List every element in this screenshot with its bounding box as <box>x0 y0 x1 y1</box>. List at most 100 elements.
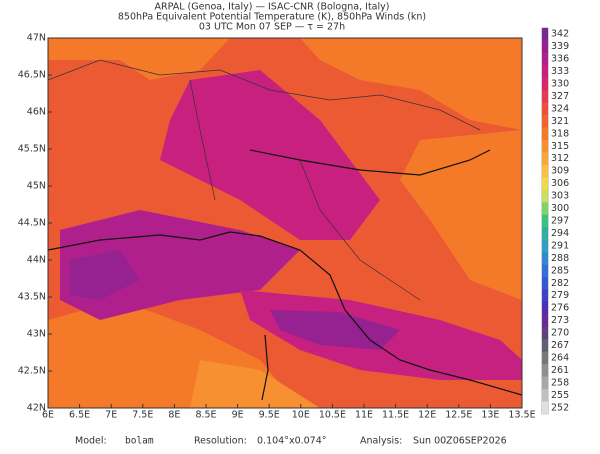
colorbar-label: 264 <box>551 352 569 363</box>
colorbar-swatch <box>542 252 548 265</box>
colorbar-label: 327 <box>551 91 569 102</box>
colorbar-label: 261 <box>551 365 569 376</box>
colorbar-label: 312 <box>551 153 569 164</box>
title-line: ARPAL (Genoa, Italy) — ISAC-CNR (Bologna… <box>155 2 390 13</box>
colorbar-label: 279 <box>551 290 569 301</box>
colorbar-swatch <box>542 214 548 228</box>
colorbar-label: 285 <box>551 265 569 276</box>
colorbar-swatch <box>542 326 548 340</box>
colorbar-swatch <box>542 289 548 303</box>
colorbar-swatch <box>542 239 548 253</box>
colorbar-label: 333 <box>551 66 569 77</box>
lon-label: 13.5E <box>508 410 535 421</box>
colorbar-swatch <box>542 314 548 328</box>
colorbar-swatch <box>542 189 548 203</box>
lon-label: 11.5E <box>382 410 409 421</box>
lat-label: 47N <box>27 33 46 44</box>
footer-label: Model: <box>75 436 107 447</box>
lat-label: 46N <box>27 107 46 118</box>
lon-label: 6.5E <box>69 410 90 421</box>
colorbar-swatch <box>542 376 548 390</box>
colorbar-swatch <box>542 389 548 402</box>
colorbar-label: 315 <box>551 141 569 152</box>
colorbar-label: 306 <box>551 178 569 189</box>
lon-label: 12E <box>418 410 436 421</box>
lat-label: 45.5N <box>18 144 46 155</box>
colorbar-label: 339 <box>551 41 569 52</box>
colorbar-swatch <box>542 164 548 178</box>
colorbar-swatch <box>542 227 548 240</box>
lon-label: 6E <box>42 410 54 421</box>
colorbar-label: 324 <box>551 103 569 114</box>
map <box>47 37 523 409</box>
colorbar-swatch <box>542 264 548 278</box>
colorbar-swatch <box>542 52 548 66</box>
lon-label: 7.5E <box>132 410 153 421</box>
lat-label: 46.5N <box>18 70 46 81</box>
colorbar-label: 300 <box>551 203 569 214</box>
colorbar-label: 297 <box>551 216 569 227</box>
colorbar-swatch <box>542 364 548 377</box>
footer-value: Sun 00Z06SEP2026 <box>413 436 507 447</box>
colorbar-swatch <box>542 65 548 79</box>
colorbar-label: 270 <box>551 328 569 339</box>
lat-label: 43.5N <box>18 292 46 303</box>
colorbar-swatch <box>542 152 548 166</box>
colorbar-swatch <box>542 115 548 128</box>
lat-label: 44.5N <box>18 218 46 229</box>
lon-label: 7E <box>105 410 117 421</box>
footer-value: bolam <box>125 436 154 447</box>
colorbar-label: 267 <box>551 340 569 351</box>
lon-label: 9E <box>232 410 244 421</box>
lat-label: 42.5N <box>18 366 46 377</box>
lon-label: 8.5E <box>195 410 216 421</box>
lon-label: 10.5E <box>319 410 346 421</box>
colorbar-label: 273 <box>551 315 569 326</box>
colorbar-swatch <box>542 40 548 54</box>
footer-value: 0.104°x0.074° <box>257 436 327 447</box>
lon-label: 10E <box>292 410 310 421</box>
lon-label: 12.5E <box>445 410 472 421</box>
footer-label: Analysis: <box>360 436 402 447</box>
colorbar-swatch <box>542 301 548 315</box>
colorbar-label: 342 <box>551 29 569 40</box>
colorbar-swatch <box>542 401 548 415</box>
colorbar-label: 291 <box>551 240 569 251</box>
colorbar-label: 330 <box>551 79 569 90</box>
colorbar-label: 282 <box>551 278 569 289</box>
title-line: 850hPa Equivalent Potential Temperature … <box>118 12 426 23</box>
lat-label: 45N <box>27 181 46 192</box>
colorbar-label: 276 <box>551 303 569 314</box>
colorbar-swatch <box>542 77 548 91</box>
colorbar-label: 294 <box>551 228 569 239</box>
colorbar-swatch <box>542 202 548 216</box>
colorbar-label: 321 <box>551 116 569 127</box>
lat-label: 44N <box>27 255 46 266</box>
colorbar-swatch <box>542 351 548 365</box>
lon-label: 9.5E <box>259 410 280 421</box>
colorbar-swatch <box>542 127 548 141</box>
colorbar-label: 252 <box>551 402 569 413</box>
lon-label: 13E <box>481 410 499 421</box>
colorbar-label: 303 <box>551 191 569 202</box>
colorbar-label: 309 <box>551 166 569 177</box>
colorbar-swatch <box>542 28 548 41</box>
colorbar-swatch <box>542 177 548 191</box>
colorbar-swatch <box>542 339 548 353</box>
title-line: 03 UTC Mon 07 SEP — τ = 27h <box>199 22 345 33</box>
colorbar-label: 336 <box>551 54 569 65</box>
colorbar-swatch <box>542 140 548 153</box>
footer-label: Resolution: <box>194 436 247 447</box>
colorbar-label: 258 <box>551 377 569 388</box>
colorbar-label: 288 <box>551 253 569 264</box>
colorbar-swatch <box>542 90 548 104</box>
colorbar-label: 255 <box>551 390 569 401</box>
lat-label: 42N <box>27 403 46 414</box>
lat-label: 43N <box>27 329 46 340</box>
colorbar-label: 318 <box>551 128 569 139</box>
colorbar-swatch <box>542 277 548 290</box>
lon-label: 8E <box>168 410 180 421</box>
colorbar-swatch <box>542 102 548 116</box>
lon-label: 11E <box>355 410 373 421</box>
